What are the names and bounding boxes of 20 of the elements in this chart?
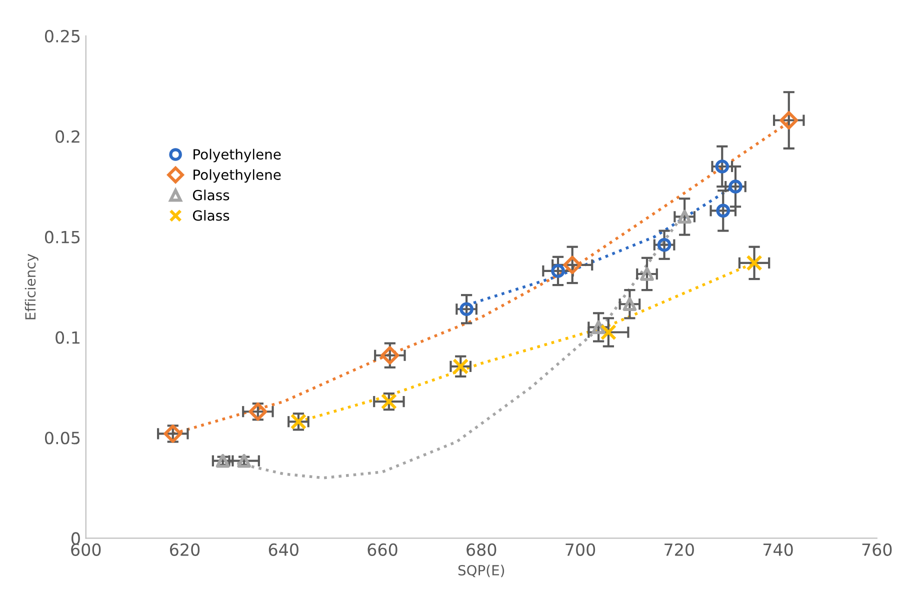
x-tick-label: 720 [664,543,694,556]
y-tick-label: 0.1 [56,331,80,344]
y-tick-label: 0.15 [45,230,80,244]
legend-label: Glass [192,210,230,221]
x-tick-label: 640 [268,543,298,556]
legend-label: Glass [192,190,230,200]
y-tick-label: 0.25 [45,30,80,42]
x-tick-label: 600 [71,543,101,556]
x-tick-label: 660 [368,543,398,556]
y-tick-label: 0.2 [56,130,80,143]
y-tick-label: 0.05 [45,432,80,444]
x-tick-label: 760 [862,543,892,556]
x-tick-label: 700 [566,543,596,556]
y-axis-title: Efficiency [24,254,38,320]
x-axis-title: SQP(E) [458,564,504,578]
x-tick-label: 620 [170,543,200,556]
x-tick-label: 740 [763,543,793,556]
x-tick-label: 680 [466,543,496,556]
legend-label: Polyethylene [194,148,281,162]
legend-label: Polyethylene [194,169,281,183]
